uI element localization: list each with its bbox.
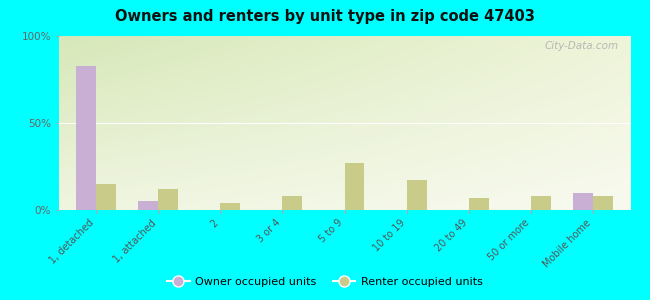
- Bar: [138, 201, 158, 210]
- Bar: [469, 198, 489, 210]
- Bar: [344, 163, 365, 210]
- Legend: Owner occupied units, Renter occupied units: Owner occupied units, Renter occupied un…: [163, 273, 487, 291]
- Bar: [593, 196, 613, 210]
- Bar: [96, 184, 116, 210]
- Bar: [573, 193, 593, 210]
- Bar: [407, 180, 426, 210]
- Bar: [158, 189, 178, 210]
- Bar: [282, 196, 302, 210]
- Bar: [531, 196, 551, 210]
- Text: Owners and renters by unit type in zip code 47403: Owners and renters by unit type in zip c…: [115, 9, 535, 24]
- Bar: [76, 66, 96, 210]
- Text: City-Data.com: City-Data.com: [545, 41, 619, 51]
- Bar: [220, 203, 240, 210]
